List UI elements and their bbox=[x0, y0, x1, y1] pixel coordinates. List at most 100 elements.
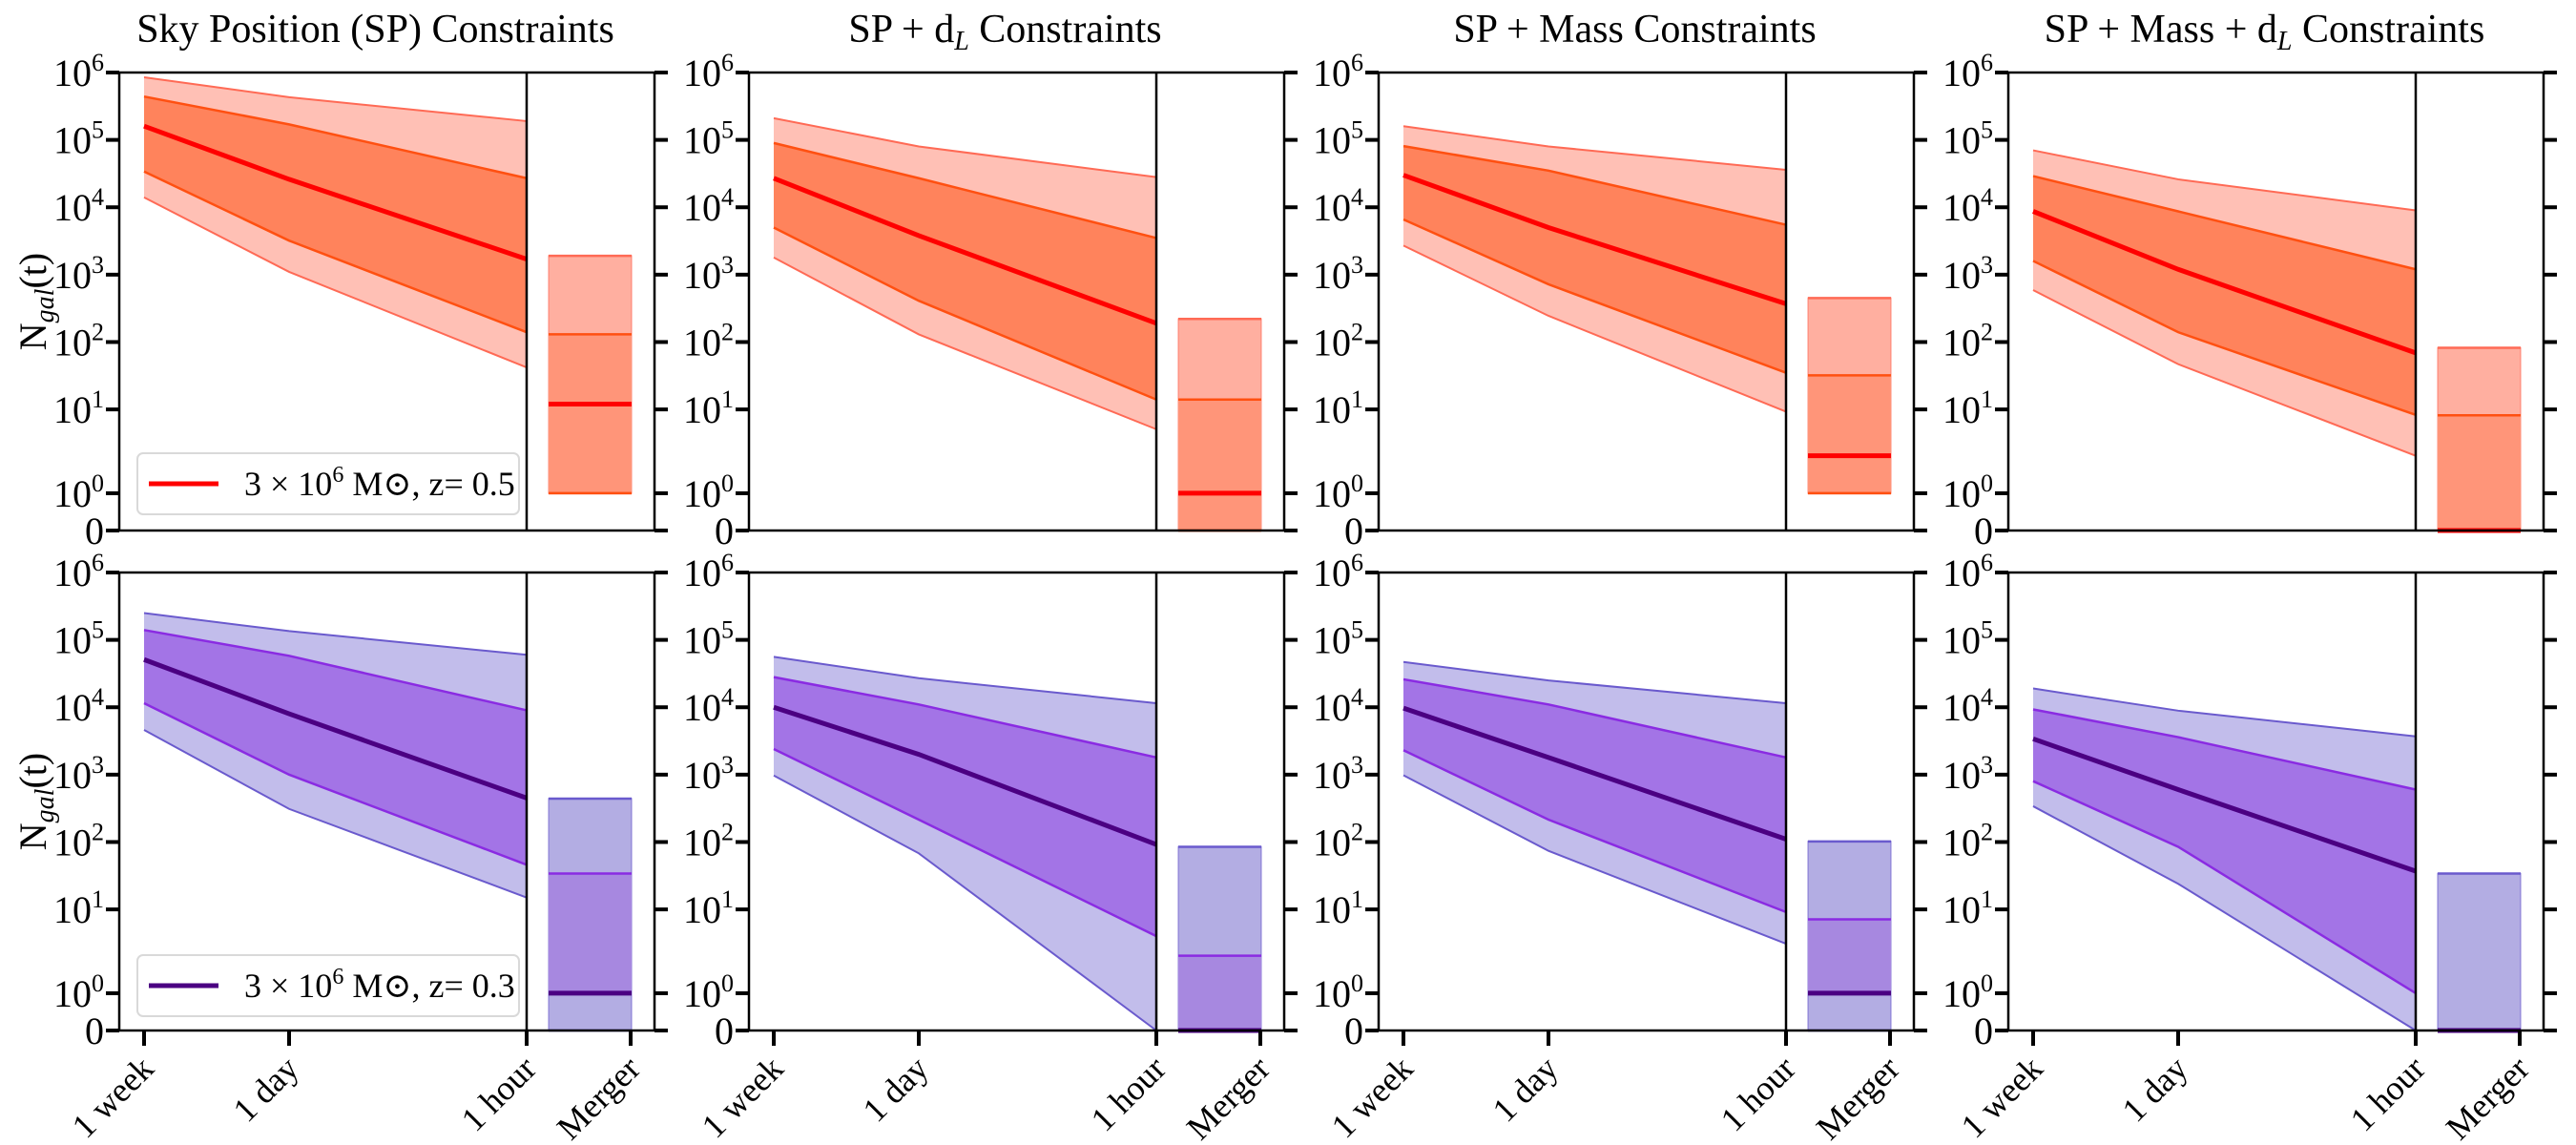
y-tick-base: 10 bbox=[1942, 821, 1981, 864]
y-tick-label: 101 bbox=[683, 385, 734, 431]
y-tick-exponent: 5 bbox=[721, 616, 734, 644]
legend-pre: 3 × 10 bbox=[244, 967, 332, 1005]
ylabel-post: (t) bbox=[11, 253, 54, 289]
outer-lower-line bbox=[1402, 774, 1787, 945]
y-tick-exponent: 0 bbox=[92, 969, 104, 997]
merger-inner-box bbox=[2438, 415, 2521, 531]
y-tick-exponent: 5 bbox=[1981, 116, 1993, 144]
y-tick-base: 10 bbox=[683, 119, 721, 162]
x-tick-label: 1 hour bbox=[454, 1049, 544, 1138]
y-tick-label: 100 bbox=[1313, 969, 1363, 1015]
y-tick-base: 10 bbox=[53, 472, 92, 515]
outer-upper-line bbox=[773, 116, 1157, 178]
y-tick-base: 0 bbox=[1344, 1010, 1363, 1052]
inner-upper-line bbox=[143, 94, 528, 179]
y-tick-base: 10 bbox=[1313, 888, 1351, 931]
x-tick-label: 1 week bbox=[1954, 1049, 2050, 1145]
y-tick-label: 105 bbox=[1313, 616, 1363, 662]
ylabel-subscript: gal bbox=[31, 288, 60, 323]
y-tick-exponent: 0 bbox=[1981, 469, 1993, 497]
y-tick-base: 0 bbox=[85, 1010, 104, 1052]
inner-upper-line bbox=[2032, 708, 2417, 791]
y-tick-base: 10 bbox=[683, 754, 721, 797]
y-tick-exponent: 1 bbox=[1351, 885, 1363, 913]
ylabel-subscript: gal bbox=[31, 788, 60, 822]
y-tick-exponent: 5 bbox=[1351, 116, 1363, 144]
title-text: SP + Mass Constraints bbox=[1453, 8, 1816, 52]
legend-box bbox=[136, 954, 520, 1017]
merger-inner-box bbox=[549, 873, 632, 993]
y-tick-label: 101 bbox=[1313, 885, 1363, 931]
x-tick-label: 1 week bbox=[695, 1049, 791, 1145]
outer-lower-line bbox=[1402, 244, 1787, 413]
y-tick-base: 10 bbox=[1313, 52, 1351, 94]
y-tick-label: 100 bbox=[683, 469, 734, 515]
y-tick-base: 10 bbox=[53, 321, 92, 364]
y-tick-label: 0 bbox=[715, 510, 734, 552]
y-tick-label: 102 bbox=[683, 318, 734, 364]
inner-upper-line bbox=[773, 141, 1157, 239]
y-tick-base: 10 bbox=[1942, 119, 1981, 162]
y-tick-base: 10 bbox=[683, 321, 721, 364]
y-tick-exponent: 4 bbox=[92, 183, 104, 211]
inner-lower-line bbox=[143, 701, 528, 866]
y-tick-label: 106 bbox=[683, 49, 734, 94]
inner-lower-line bbox=[143, 170, 528, 334]
outer-lower-line bbox=[773, 256, 1157, 430]
y-tick-exponent: 5 bbox=[92, 116, 104, 144]
title-subscript: L bbox=[953, 27, 969, 56]
outer-lower-line bbox=[143, 197, 528, 369]
inner-lower-line bbox=[1402, 218, 1787, 374]
y-tick-label: 0 bbox=[1344, 510, 1363, 552]
y-tick-label: 101 bbox=[53, 885, 104, 931]
y-tick-base: 10 bbox=[683, 619, 721, 662]
y-tick-exponent: 3 bbox=[1351, 251, 1363, 279]
x-tick-label: Merger bbox=[1809, 1049, 1907, 1145]
y-tick-label: 105 bbox=[683, 616, 734, 662]
y-tick-base: 0 bbox=[1974, 510, 1993, 552]
x-tick-label: 1 day bbox=[2115, 1049, 2195, 1129]
inner-upper-line bbox=[143, 629, 528, 712]
median-line bbox=[773, 176, 1157, 326]
y-tick-label: 100 bbox=[683, 969, 734, 1015]
y-tick-label: 104 bbox=[53, 683, 104, 729]
outer-upper-line bbox=[2032, 149, 2417, 212]
y-tick-exponent: 2 bbox=[721, 818, 734, 845]
y-tick-label: 103 bbox=[53, 251, 104, 297]
x-tick-label: Merger bbox=[1179, 1049, 1278, 1145]
y-tick-base: 10 bbox=[53, 186, 92, 229]
y-tick-base: 10 bbox=[683, 686, 721, 729]
legend-label: 3 × 106 M⊙, z= 0.5 bbox=[244, 463, 515, 503]
inner-upper-line bbox=[2032, 175, 2417, 271]
y-tick-exponent: 3 bbox=[721, 751, 734, 779]
x-tick-label: Merger bbox=[2439, 1049, 2537, 1145]
title-text-post: Constraints bbox=[2292, 8, 2484, 52]
ylabel-main: N bbox=[11, 323, 54, 350]
x-tick-label: 1 day bbox=[226, 1049, 306, 1129]
legend-box bbox=[136, 452, 520, 515]
y-tick-label: 102 bbox=[1942, 318, 1993, 364]
y-tick-label: 103 bbox=[53, 751, 104, 797]
y-tick-label: 104 bbox=[1942, 183, 1993, 229]
y-tick-base: 10 bbox=[1313, 619, 1351, 662]
y-tick-label: 0 bbox=[1974, 510, 1993, 552]
y-tick-base: 10 bbox=[1313, 388, 1351, 431]
panel-title: SP + Mass Constraints bbox=[1453, 8, 1816, 52]
inner-lower-line bbox=[2032, 780, 2417, 994]
y-tick-base: 10 bbox=[53, 686, 92, 729]
y-tick-exponent: 1 bbox=[92, 885, 104, 913]
y-tick-base: 10 bbox=[683, 888, 721, 931]
y-tick-base: 10 bbox=[683, 821, 721, 864]
y-tick-label: 105 bbox=[1942, 116, 1993, 162]
y-tick-label: 100 bbox=[53, 469, 104, 515]
x-tick-label: 1 hour bbox=[1084, 1049, 1174, 1138]
y-tick-label: 101 bbox=[683, 885, 734, 931]
median-line bbox=[2032, 209, 2417, 356]
y-tick-base: 10 bbox=[1942, 686, 1981, 729]
